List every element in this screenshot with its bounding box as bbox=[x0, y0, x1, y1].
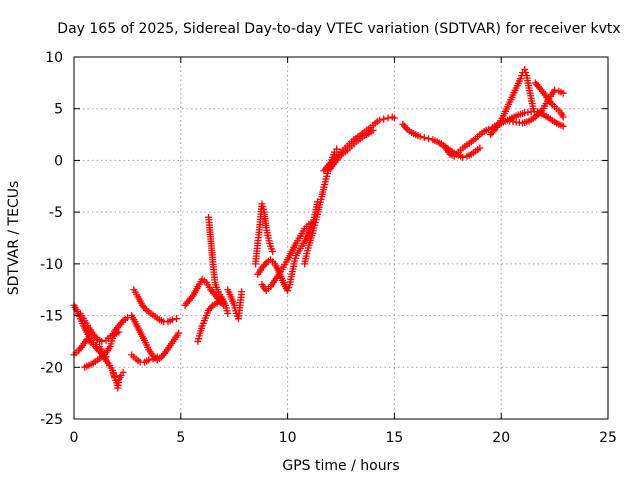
data-point bbox=[369, 126, 377, 134]
x-tick-labels: 0 5 10 15 20 25 bbox=[70, 430, 617, 446]
series-track-v bbox=[489, 108, 567, 131]
y-tick-label: -20 bbox=[40, 360, 63, 376]
data-point bbox=[531, 113, 539, 121]
x-tick-label: 5 bbox=[176, 430, 185, 446]
data-point bbox=[380, 115, 388, 123]
series-track-f bbox=[130, 286, 181, 326]
data-point bbox=[559, 89, 567, 97]
y-tick-labels: -25 -20 -15 -10 -5 0 5 10 bbox=[40, 50, 63, 428]
data-point bbox=[425, 135, 433, 143]
data-point bbox=[459, 153, 467, 161]
data-point bbox=[98, 337, 106, 345]
data-point bbox=[175, 329, 183, 337]
series-track-h bbox=[128, 351, 161, 366]
data-point bbox=[484, 125, 492, 133]
data-point-dense bbox=[536, 108, 544, 116]
y-axis-label: SDTVAR / TECUs bbox=[6, 181, 22, 296]
data-point bbox=[416, 133, 424, 141]
y-tick-label: -25 bbox=[40, 412, 63, 428]
data-point bbox=[420, 134, 428, 142]
y-tick-label: 5 bbox=[54, 102, 63, 118]
data-point bbox=[516, 75, 524, 83]
series-track-r bbox=[326, 126, 377, 173]
data-point bbox=[284, 287, 292, 295]
x-tick-label: 25 bbox=[599, 430, 617, 446]
data-point-dense bbox=[522, 69, 530, 77]
data-point bbox=[384, 114, 392, 122]
series-track-m bbox=[252, 200, 277, 268]
series-track-t bbox=[437, 123, 501, 160]
data-point bbox=[153, 353, 161, 361]
data-point bbox=[390, 114, 398, 122]
data-point bbox=[333, 145, 341, 153]
data-point bbox=[238, 288, 246, 296]
y-tick-label: 0 bbox=[54, 153, 63, 169]
data-point bbox=[224, 310, 232, 318]
data-point bbox=[476, 144, 484, 152]
data-point bbox=[559, 113, 567, 121]
series-track-k bbox=[205, 213, 232, 318]
plot-frame bbox=[73, 56, 609, 420]
data-point bbox=[115, 328, 123, 336]
data-point bbox=[168, 316, 176, 324]
data-point bbox=[521, 65, 529, 73]
x-tick-label: 15 bbox=[385, 430, 403, 446]
series-track-l bbox=[224, 286, 246, 323]
series-track-x bbox=[506, 86, 567, 127]
data-point bbox=[269, 247, 277, 255]
y-tick-label: -10 bbox=[40, 257, 63, 273]
x-tick-label: 20 bbox=[492, 430, 510, 446]
y-tick-label: -5 bbox=[49, 205, 63, 221]
data-point bbox=[173, 315, 181, 323]
x-tick-label: 10 bbox=[279, 430, 297, 446]
x-tick-label: 0 bbox=[70, 430, 79, 446]
series-track-j bbox=[194, 296, 225, 345]
series-track-w bbox=[531, 79, 567, 121]
data-point bbox=[375, 116, 383, 124]
data-point-dense bbox=[533, 111, 541, 119]
series-track-i bbox=[181, 275, 228, 309]
axis-ticks bbox=[73, 56, 609, 420]
grid-lines bbox=[74, 57, 608, 419]
data-point bbox=[145, 356, 153, 364]
y-tick-label: -15 bbox=[40, 309, 63, 325]
data-marks bbox=[70, 65, 567, 392]
series-track-e bbox=[76, 310, 123, 345]
series-track-d bbox=[108, 366, 127, 392]
data-point bbox=[551, 86, 559, 94]
data-point bbox=[119, 368, 127, 376]
y-tick-label: 10 bbox=[45, 50, 63, 66]
data-point-dense bbox=[535, 110, 543, 118]
data-point bbox=[559, 122, 567, 130]
x-axis-label: GPS time / hours bbox=[282, 458, 399, 474]
data-point-dense bbox=[285, 284, 293, 292]
chart-title: Day 165 of 2025, Sidereal Day-to-day VTE… bbox=[57, 21, 620, 37]
